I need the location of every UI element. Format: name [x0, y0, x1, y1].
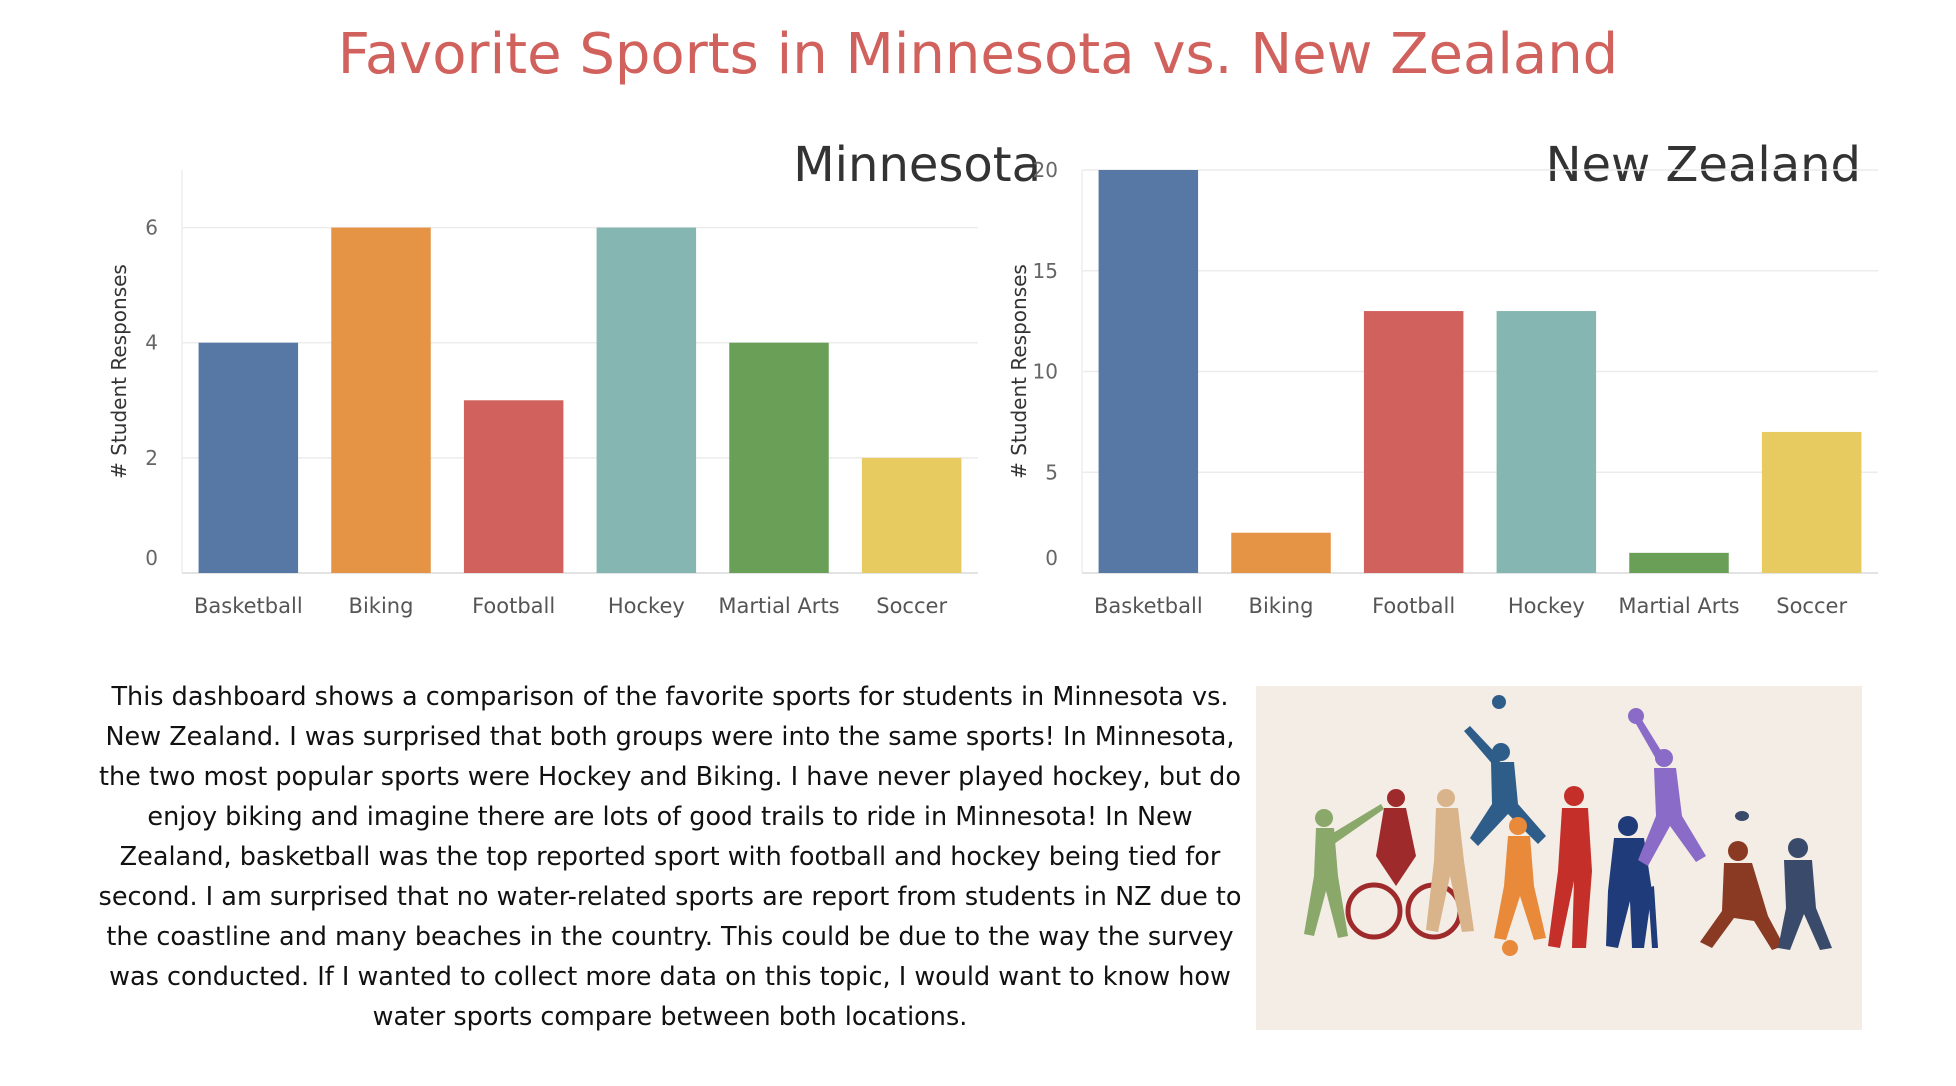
new-zealand-bar-soccer	[1761, 431, 1862, 573]
minnesota-bar-chart: 0 2 4 6 # Student Responses Basketball Biking F…	[107, 170, 978, 618]
new-zealand-chart: New Zealand 0 5 10 15 20 # Student Responses B…	[1000, 125, 1950, 645]
minnesota-x-tick-label: Biking	[349, 594, 414, 618]
new-zealand-x-tick-label: Biking	[1249, 594, 1314, 618]
new-zealand-chart-title: New Zealand	[1545, 137, 1861, 193]
new-zealand-x-tick-label: Basketball	[1094, 594, 1203, 618]
new-zealand-y-axis-label: # Student Responses	[1007, 264, 1031, 479]
minnesota-y-tick-label: 2	[145, 446, 158, 470]
new-zealand-bar-basketball	[1098, 170, 1199, 573]
dashboard-description: This dashboard shows a comparison of the…	[98, 682, 1242, 1032]
minnesota-x-tick-label: Soccer	[876, 594, 947, 618]
new-zealand-bar-biking	[1231, 532, 1331, 573]
new-zealand-y-tick-label: 20	[1033, 158, 1058, 182]
minnesota-bar-martial-arts	[729, 342, 829, 573]
minnesota-chart: Minnesota 0 2 4 6 # Student Responses Basketb…	[100, 125, 1050, 645]
minnesota-x-tick-label: Martial Arts	[718, 594, 839, 618]
minnesota-x-tick-label: Football	[472, 594, 555, 618]
new-zealand-y-tick-label: 10	[1033, 360, 1058, 384]
new-zealand-bar-football	[1363, 311, 1464, 573]
minnesota-x-tick-label: Basketball	[194, 594, 303, 618]
new-zealand-x-tick-label: Hockey	[1508, 594, 1585, 618]
minnesota-bar-soccer	[861, 457, 962, 573]
new-zealand-x-tick-label: Martial Arts	[1618, 594, 1739, 618]
new-zealand-y-tick-label: 0	[1045, 546, 1058, 570]
new-zealand-bar-chart: 0 5 10 15 20 # Student Responses Basketball Bik…	[1007, 158, 1878, 618]
minnesota-y-tick-label: 6	[145, 216, 158, 240]
minnesota-y-tick-label: 4	[145, 331, 158, 355]
new-zealand-y-tick-label: 5	[1045, 460, 1058, 484]
sports-silhouettes-illustration	[1256, 686, 1862, 1030]
minnesota-y-tick-label: 0	[145, 546, 158, 570]
minnesota-bar-hockey	[596, 227, 697, 574]
minnesota-bar-basketball	[198, 342, 299, 573]
new-zealand-bar-hockey	[1496, 311, 1597, 573]
minnesota-x-tick-label: Hockey	[608, 594, 685, 618]
dashboard-title: Favorite Sports in Minnesota vs. New Zea…	[337, 22, 1619, 87]
minnesota-y-axis-label: # Student Responses	[107, 264, 131, 479]
minnesota-bar-biking	[331, 227, 431, 574]
new-zealand-x-tick-label: Soccer	[1776, 594, 1847, 618]
new-zealand-bar-martial-arts	[1629, 552, 1729, 573]
minnesota-bar-football	[463, 400, 564, 573]
minnesota-chart-title: Minnesota	[793, 137, 1041, 193]
new-zealand-y-tick-label: 15	[1033, 259, 1058, 283]
new-zealand-x-tick-label: Football	[1372, 594, 1455, 618]
